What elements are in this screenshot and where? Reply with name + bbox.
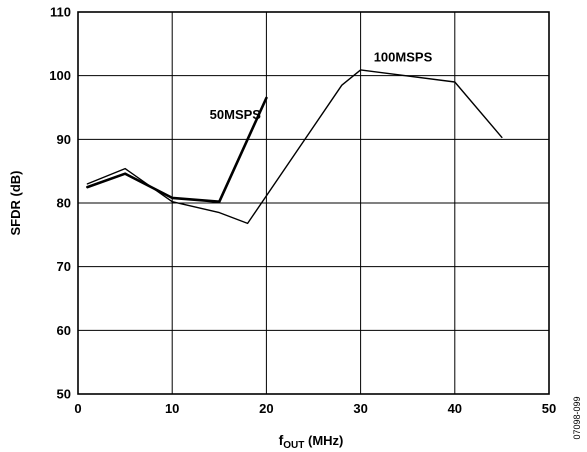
x-axis-label-subscript: OUT bbox=[283, 440, 304, 451]
figure-id: 07098-099 bbox=[572, 396, 582, 439]
x-tick-label-2: 20 bbox=[259, 401, 273, 416]
series-lines bbox=[86, 69, 503, 225]
series-annotation-1: 100MSPS bbox=[374, 50, 433, 65]
x-tick-label-1: 10 bbox=[165, 401, 179, 416]
y-tick-label-4: 90 bbox=[57, 132, 71, 147]
grid bbox=[78, 12, 549, 394]
y-tick-label-2: 70 bbox=[57, 259, 71, 274]
x-axis-label: fOUT (MHz) bbox=[279, 432, 344, 451]
x-axis-label-unit: (MHz) bbox=[304, 433, 343, 448]
x-axis-label-main: f bbox=[279, 432, 284, 448]
x-tick-label-0: 0 bbox=[74, 401, 81, 416]
y-tick-label-5: 100 bbox=[49, 68, 71, 83]
y-tick-label-1: 60 bbox=[57, 323, 71, 338]
series-line-50msps bbox=[86, 96, 268, 203]
y-tick-label-3: 80 bbox=[57, 196, 71, 211]
x-tick-labels: 0 10 20 30 40 50 bbox=[74, 401, 556, 416]
x-tick-label-5: 50 bbox=[542, 401, 556, 416]
series-annotations: 50MSPS 100MSPS bbox=[210, 50, 433, 122]
series-line-100msps bbox=[86, 69, 503, 225]
y-tick-label-0: 50 bbox=[57, 387, 71, 402]
series-annotation-0: 50MSPS bbox=[210, 107, 262, 122]
x-tick-label-3: 30 bbox=[353, 401, 367, 416]
y-axis-label: SFDR (dB) bbox=[8, 171, 23, 236]
y-tick-label-6: 110 bbox=[50, 5, 71, 20]
x-tick-label-4: 40 bbox=[448, 401, 462, 416]
y-tick-labels: 50 60 70 80 90 100 110 bbox=[49, 5, 71, 402]
plot-frame bbox=[77, 11, 550, 395]
